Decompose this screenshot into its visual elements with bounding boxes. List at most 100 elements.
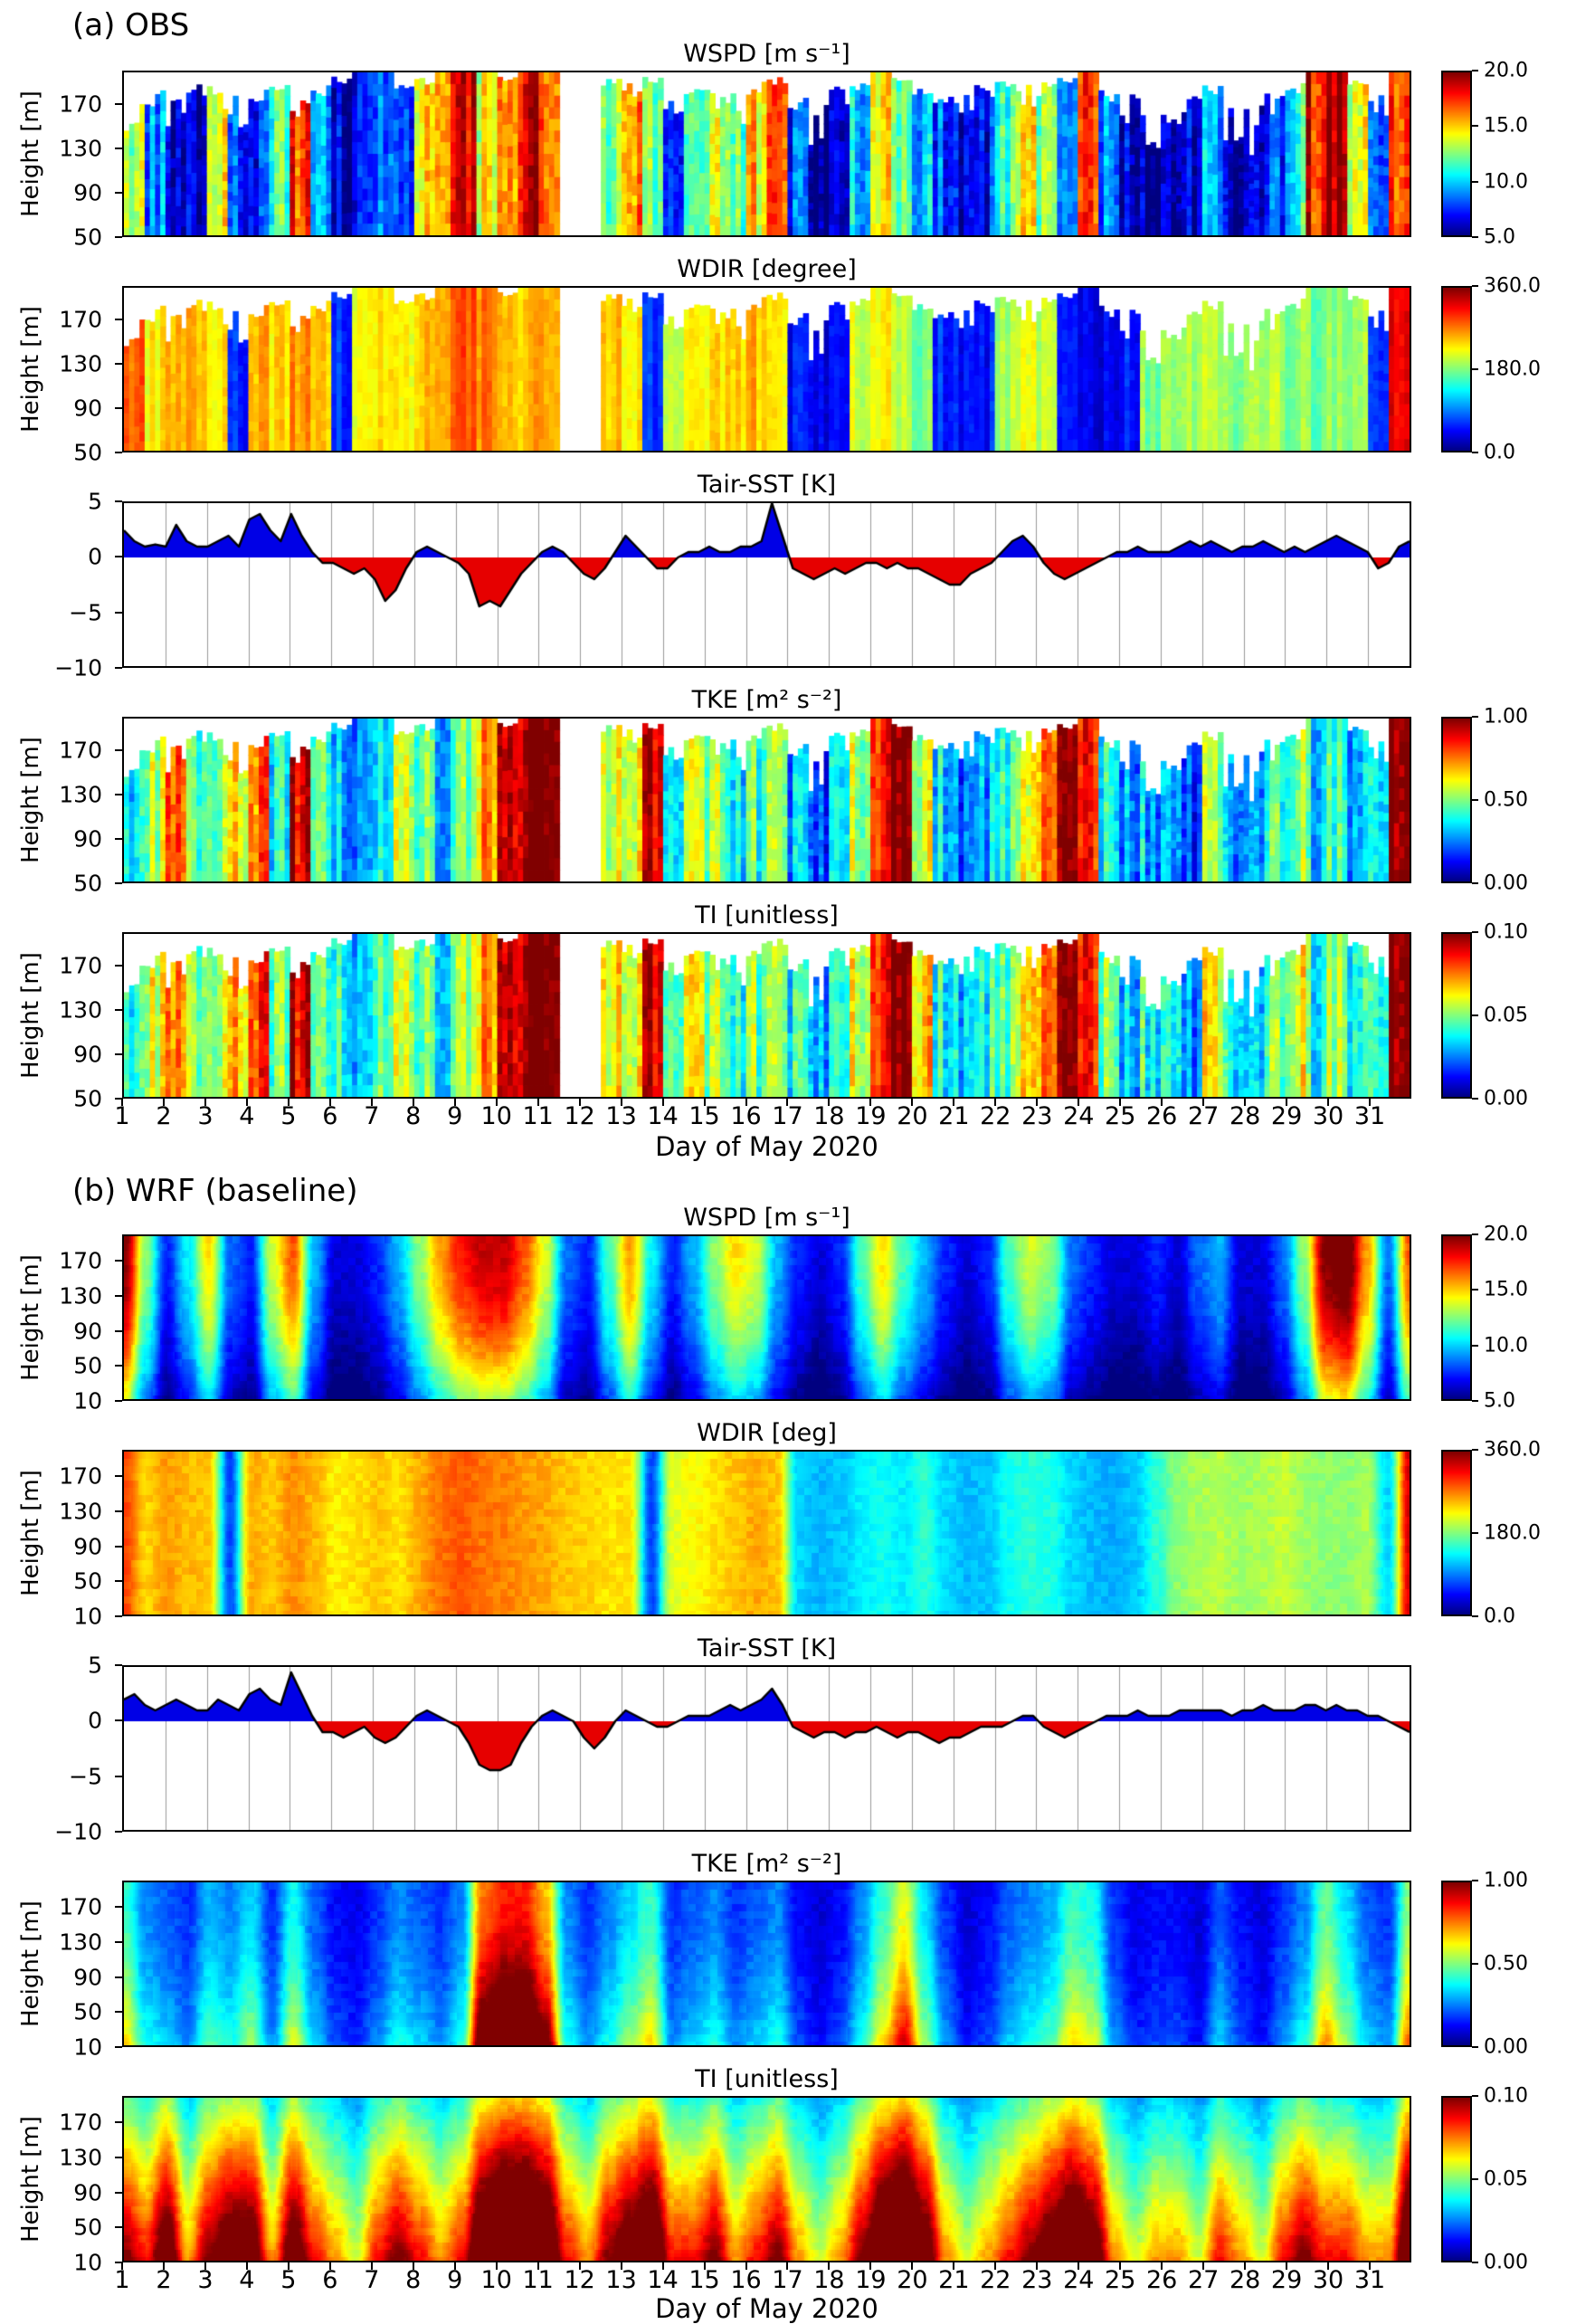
colorbar-tick-label: 0.00 — [1484, 1087, 1528, 1110]
x-tick-mark — [370, 1099, 373, 1106]
x-tick-mark — [703, 2262, 706, 2270]
y-tick-mark — [115, 667, 122, 669]
y-tick-label: 130 — [59, 135, 102, 162]
y-tick-mark — [115, 1329, 122, 1332]
x-tick-mark — [703, 1099, 706, 1106]
panel-wspd-wrf: WSPD [m s⁻¹] Height [m] 170 130 90 50 10 20.… — [0, 1204, 1576, 1414]
y-tick-mark — [115, 236, 122, 238]
colorbar-tick-label: 0.00 — [1484, 2251, 1528, 2274]
panel-title: TI [unitless] — [695, 2065, 839, 2093]
x-tick-mark — [994, 1099, 997, 1106]
panel-title: WDIR [degree] — [677, 255, 857, 283]
colorbar-tick-mark — [1472, 1963, 1478, 1965]
y-tick-labels: 170 130 90 50 — [0, 71, 115, 250]
colorbar-tick-label: 10.0 — [1484, 1334, 1528, 1357]
y-tick-label: 50 — [73, 870, 102, 897]
y-tick-mark — [115, 2011, 122, 2014]
x-tick-label: 17 — [772, 2266, 803, 2294]
x-tick-mark — [287, 1099, 290, 1106]
y-tick-labels: 170 130 90 50 — [0, 932, 115, 1111]
colorbar-ti-wrf — [1441, 2096, 1472, 2262]
colorbar-tick-mark — [1472, 285, 1478, 287]
y-tick-labels: 170 130 90 50 — [0, 717, 115, 896]
y-tick-mark — [115, 1052, 122, 1055]
x-tick-mark — [1244, 1099, 1247, 1106]
y-tick-mark — [115, 748, 122, 751]
x-tick-mark — [1286, 2262, 1288, 2270]
y-tick-labels: 170 130 90 50 10 — [0, 1450, 115, 1630]
x-tick-label: 27 — [1187, 1102, 1220, 1130]
x-tick-mark — [1369, 2262, 1372, 2270]
x-axis-title-a: Day of May 2020 — [655, 1131, 878, 1162]
colorbar-tick-label: 180.0 — [1484, 1521, 1541, 1545]
x-tick-mark — [536, 2262, 539, 2270]
panel-title: Tair-SST [K] — [697, 471, 837, 499]
x-tick-mark — [328, 1099, 331, 1106]
colorbar-tick-mark — [1472, 1880, 1478, 1881]
x-tick-mark — [370, 2262, 373, 2270]
x-tick-label: 31 — [1353, 1102, 1386, 1130]
colorbar-tick-mark — [1472, 70, 1478, 71]
y-tick-mark — [115, 882, 122, 884]
colorbar-wspd-obs — [1441, 71, 1472, 237]
colorbar-tick-mark — [1472, 931, 1478, 933]
x-tick-label: 8 — [405, 2266, 422, 2294]
colorbar-tick-mark — [1472, 2095, 1478, 2097]
y-tick-label: −5 — [69, 1763, 102, 1790]
y-tick-label: 10 — [73, 1387, 102, 1414]
colorbar-wdir-wrf — [1441, 1450, 1472, 1616]
panel-tair-sst-obs: Tair-SST [K] 5 0 −5 −10 — [0, 471, 1576, 681]
colorbar-tick-mark — [1472, 1233, 1478, 1235]
y-tick-mark — [115, 1615, 122, 1617]
x-tick-mark — [1119, 1099, 1122, 1106]
x-tick-mark — [620, 2262, 622, 2270]
y-tick-mark — [115, 611, 122, 614]
y-tick-label: −10 — [54, 654, 102, 681]
heatmap-tke-obs — [122, 717, 1411, 883]
x-tick-mark — [1078, 2262, 1080, 2270]
colorbar-tick-mark — [1472, 1449, 1478, 1451]
y-tick-mark — [115, 837, 122, 840]
x-tick-label: 12 — [564, 2266, 595, 2294]
x-tick-mark — [869, 2262, 872, 2270]
y-tick-mark — [115, 2191, 122, 2194]
x-tick-label: 6 — [322, 1102, 338, 1130]
colorbar-tick-label: 0.50 — [1484, 1952, 1528, 1976]
y-tick-mark — [115, 1475, 122, 1478]
y-tick-label: 50 — [73, 1352, 102, 1379]
colorbar-tick-mark — [1472, 452, 1478, 453]
y-tick-label: 130 — [59, 1498, 102, 1525]
y-tick-label: 170 — [59, 2109, 102, 2136]
x-tick-label: 13 — [605, 2266, 637, 2294]
colorbar-tick-mark — [1472, 125, 1478, 128]
y-tick-label: 90 — [73, 1533, 102, 1560]
x-tick-label: 10 — [480, 2266, 512, 2294]
colorbar-tick-label: 0.50 — [1484, 788, 1528, 812]
x-tick-mark — [578, 2262, 581, 2270]
y-tick-label: 130 — [59, 781, 102, 808]
colorbar-tick-mark — [1472, 2262, 1478, 2263]
y-tick-label: 90 — [73, 2179, 102, 2206]
y-tick-mark — [115, 147, 122, 149]
y-tick-mark — [115, 2046, 122, 2048]
x-tick-mark — [287, 2262, 290, 2270]
x-tick-mark — [328, 2262, 331, 2270]
colorbar-tick-label: 20.0 — [1484, 1223, 1528, 1246]
x-tick-label: 15 — [688, 1102, 720, 1130]
heatmap-tke-wrf — [122, 1881, 1411, 2047]
panel-title: TKE [m² s⁻²] — [691, 686, 842, 714]
colorbar-tick-label: 0.05 — [1484, 1004, 1528, 1027]
lineplot-tair-sst-wrf — [122, 1665, 1411, 1832]
x-tick-label: 15 — [688, 2266, 720, 2294]
colorbar-tick-label: 360.0 — [1484, 274, 1541, 298]
x-tick-label: 28 — [1229, 1102, 1261, 1130]
x-tick-label: 17 — [772, 1102, 803, 1130]
x-tick-mark — [121, 1099, 123, 1106]
y-tick-label: 50 — [73, 224, 102, 251]
x-tick-mark — [1036, 1099, 1039, 1106]
x-tick-label: 30 — [1312, 2266, 1344, 2294]
x-tick-mark — [1078, 1099, 1080, 1106]
x-tick-label: 5 — [280, 2266, 297, 2294]
y-tick-label: 170 — [59, 306, 102, 333]
